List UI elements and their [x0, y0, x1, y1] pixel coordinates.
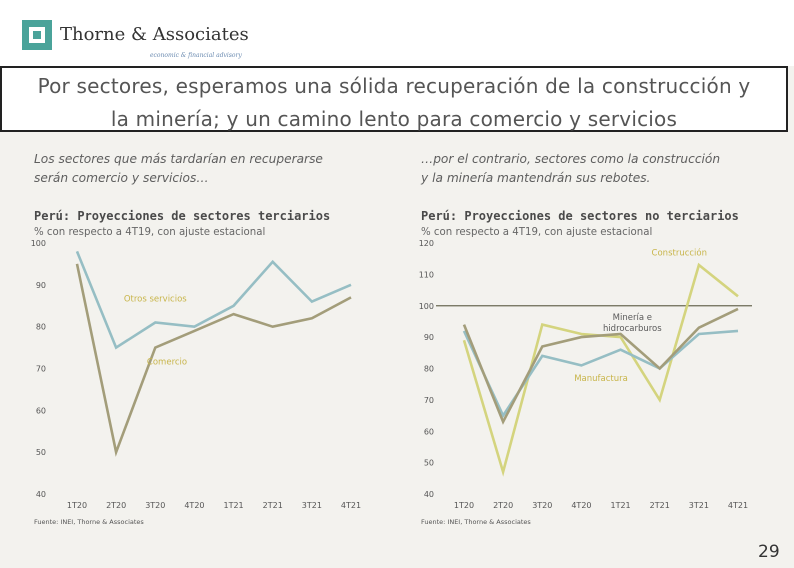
left-y-tick-label: 90	[36, 281, 46, 290]
right-series-label: Construcción	[652, 248, 707, 259]
right-chart-subtitle: % con respecto a 4T19, con ajuste estaci…	[421, 227, 653, 238]
right-x-tick-label: 4T21	[728, 501, 748, 510]
left-x-tick-label: 3T20	[145, 501, 165, 510]
right-intro: …por el contrario, sectores como la cons…	[421, 150, 720, 188]
left-series-comercio	[75, 263, 352, 457]
right-series-label: hidrocarburos	[603, 324, 662, 334]
left-y-tick-label: 50	[36, 448, 46, 457]
right-series-label: Minería e	[613, 313, 652, 323]
right-y-tick-label: 120	[419, 239, 434, 248]
left-x-tick-label: 2T21	[263, 501, 283, 510]
right-x-tick-label: 2T21	[650, 501, 670, 510]
left-x-tick-label: 2T20	[106, 501, 126, 510]
right-y-tick-label: 60	[424, 427, 434, 436]
right-chart-source: Fuente: INEI, Thorne & Associates	[421, 518, 531, 526]
right-x-tick-label: 2T20	[493, 501, 513, 510]
logo-icon	[22, 20, 52, 50]
left-chart-source: Fuente: INEI, Thorne & Associates	[34, 518, 144, 526]
right-intro-line-1: …por el contrario, sectores como la cons…	[421, 152, 721, 166]
left-x-tick-label: 3T21	[302, 501, 322, 510]
right-series-miner-a-e-hidrocarburos	[462, 307, 739, 425]
logo-name: Thorne & Associates	[60, 24, 249, 45]
right-y-tick-label: 90	[424, 333, 434, 342]
left-chart-subtitle: % con respecto a 4T19, con ajuste estaci…	[34, 227, 266, 238]
right-y-tick-label: 110	[419, 270, 434, 279]
right-x-tick-label: 3T20	[532, 501, 552, 510]
right-series-label: Manufactura	[574, 374, 628, 384]
left-y-tick-label: 80	[36, 323, 46, 332]
left-y-tick-label: 40	[36, 490, 46, 499]
right-x-tick-label: 3T21	[689, 501, 709, 510]
right-chart-title: Perú: Proyecciones de sectores no tercia…	[421, 209, 739, 223]
left-y-tick-label: 60	[36, 406, 46, 415]
left-y-tick-label: 70	[36, 365, 46, 374]
left-x-tick-label: 1T20	[67, 501, 87, 510]
right-x-tick-label: 4T20	[571, 501, 591, 510]
left-intro-line-2: serán comercio y servicios…	[34, 171, 209, 185]
right-y-tick-label: 40	[424, 490, 434, 499]
header: Thorne & Associates economic & financial…	[0, 0, 794, 66]
page-title: Por sectores, esperamos una sólida recup…	[0, 66, 788, 132]
page-number: 29	[758, 542, 780, 562]
left-series-label: Otros servicios	[124, 295, 187, 305]
page-title-line-1: Por sectores, esperamos una sólida recup…	[37, 74, 751, 98]
right-y-tick-label: 80	[424, 365, 434, 374]
right-y-tick-label: 50	[424, 459, 434, 468]
left-y-tick-label: 100	[31, 239, 46, 248]
left-chart: 40 50 60 70 80 90 100 1T20 2T20 3T20 4T20 1T21 2T21 3…	[31, 239, 361, 510]
right-y-tick-label: 70	[424, 396, 434, 405]
right-chart: 40 50 60 70 80 90 100 110 120 1T20 2T20 3T20 4T20 1T2…	[419, 239, 752, 510]
right-x-tick-label: 1T21	[610, 501, 630, 510]
left-series-otros-servicios	[75, 250, 352, 350]
right-series-manufactura	[462, 329, 739, 419]
left-x-tick-label: 1T21	[223, 501, 243, 510]
left-x-tick-label: 4T21	[341, 501, 361, 510]
left-chart-title: Perú: Proyecciones de sectores terciario…	[34, 209, 331, 223]
page-title-line-2: la minería; y un camino lento para comer…	[110, 107, 678, 131]
left-series-label: Comercio	[147, 357, 187, 367]
logo-tagline: economic & financial advisory	[150, 52, 242, 59]
right-series-construcci-n	[462, 262, 739, 477]
right-intro-line-2: y la minería mantendrán sus rebotes.	[421, 171, 651, 185]
right-x-tick-label: 1T20	[454, 501, 474, 510]
left-x-tick-label: 4T20	[184, 501, 204, 510]
right-y-tick-label: 100	[419, 302, 434, 311]
left-intro: Los sectores que más tardarían en recupe…	[34, 150, 323, 188]
left-intro-line-1: Los sectores que más tardarían en recupe…	[34, 152, 323, 166]
